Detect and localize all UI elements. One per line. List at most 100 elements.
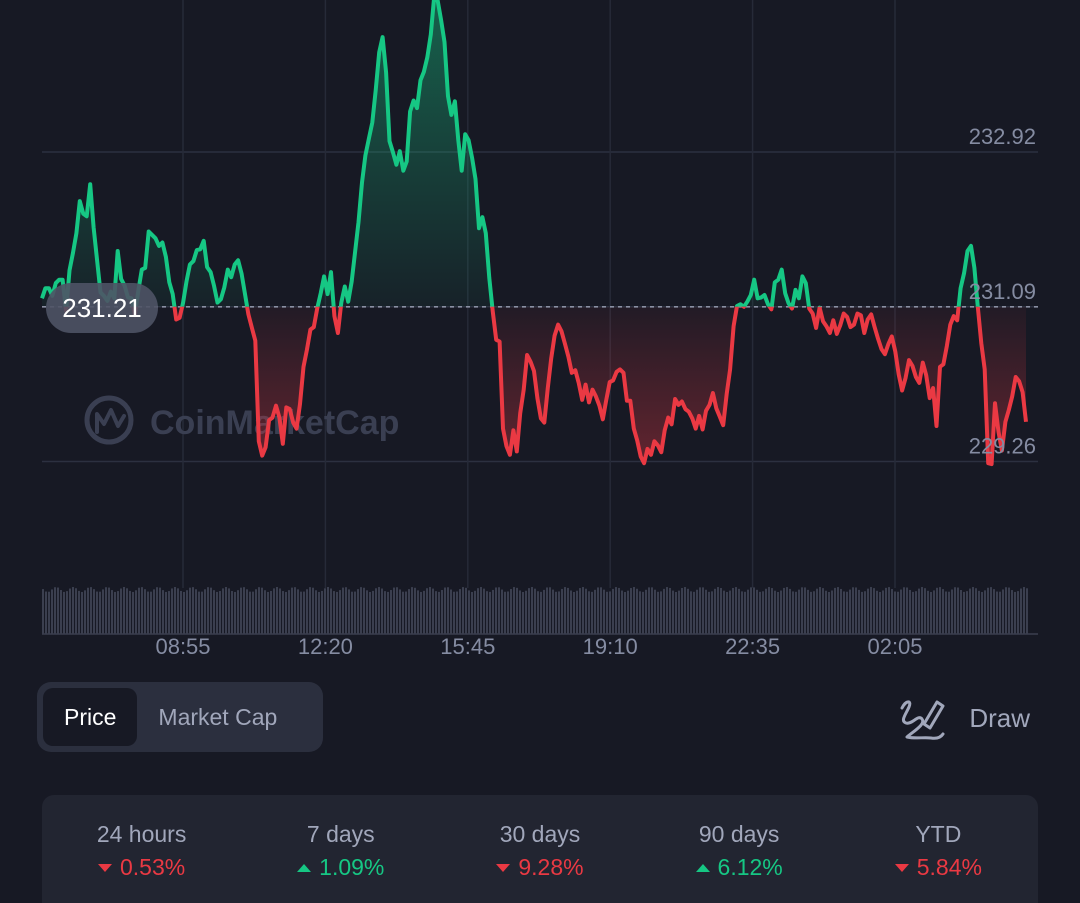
volume-bar xyxy=(939,587,941,634)
volume-bar xyxy=(366,590,368,634)
volume-bar xyxy=(720,588,722,634)
volume-bar xyxy=(486,591,488,634)
volume-bar xyxy=(285,591,287,634)
volume-bar xyxy=(138,587,140,634)
watermark: CoinMarketCap xyxy=(84,395,399,445)
tab-price[interactable]: Price xyxy=(43,688,138,746)
x-tick-label: 02:05 xyxy=(867,634,922,659)
current-price-pill: 231.21 xyxy=(46,283,158,333)
volume-bar xyxy=(216,591,218,634)
volume-bar xyxy=(744,591,746,634)
volume-bar xyxy=(687,588,689,634)
volume-bar xyxy=(981,591,983,634)
volume-bar xyxy=(342,587,344,634)
volume-bar xyxy=(189,587,191,634)
volume-bar xyxy=(966,591,968,634)
volume-bar xyxy=(594,589,596,634)
volume-bar xyxy=(717,587,719,634)
volume-bar xyxy=(243,587,245,634)
volume-bar xyxy=(807,589,809,634)
volume-bar xyxy=(702,587,704,634)
volume-bar xyxy=(267,591,269,634)
volume-bar xyxy=(555,591,557,634)
volume-bar xyxy=(708,591,710,634)
volume-bar xyxy=(195,589,197,634)
volume-bar xyxy=(732,587,734,634)
volume-bar xyxy=(960,589,962,634)
volume-bar xyxy=(609,591,611,634)
volume-bar xyxy=(279,588,281,634)
volume-bar xyxy=(204,589,206,634)
tab-market-cap[interactable]: Market Cap xyxy=(158,704,278,730)
area-fill-down xyxy=(65,306,1026,465)
perf-ytd: YTD 5.84% xyxy=(843,821,1033,881)
volume-bar xyxy=(804,587,806,634)
arrow-up-icon xyxy=(695,863,710,872)
volume-bar xyxy=(240,587,242,634)
x-tick-label: 08:55 xyxy=(155,634,210,659)
volume-bar xyxy=(78,590,80,634)
volume-bar xyxy=(105,587,107,634)
volume-bar xyxy=(294,587,296,634)
volume-bar xyxy=(96,591,98,634)
volume-bar xyxy=(345,587,347,634)
volume-bar xyxy=(1026,588,1028,634)
volume-bar xyxy=(1008,587,1010,634)
volume-bar xyxy=(522,591,524,634)
volume-bar xyxy=(531,587,533,634)
volume-bar xyxy=(510,588,512,634)
volume-bar xyxy=(834,587,836,634)
volume-bar xyxy=(975,588,977,634)
arrow-up-icon xyxy=(297,863,312,872)
volume-bar xyxy=(462,587,464,634)
volume-bar xyxy=(642,591,644,634)
volume-bar xyxy=(51,589,53,634)
perf-90-days: 90 days 6.12% xyxy=(644,821,834,881)
volume-bar xyxy=(168,591,170,634)
volume-bar xyxy=(288,590,290,634)
volume-bar xyxy=(174,587,176,634)
volume-bar xyxy=(453,591,455,634)
volume-bar xyxy=(459,589,461,634)
volume-bar xyxy=(615,587,617,634)
volume-bar xyxy=(660,591,662,634)
volume-bar xyxy=(276,587,278,634)
volume-bar xyxy=(519,590,521,634)
price-chart[interactable]: CoinMarketCap 232.92 231.09 229.26 08:55 12… xyxy=(0,0,1080,665)
draw-button[interactable]: Draw xyxy=(897,690,1030,746)
volume-bar xyxy=(264,590,266,634)
volume-bar xyxy=(129,590,131,634)
volume-bar xyxy=(252,591,254,634)
volume-bar xyxy=(867,588,869,634)
volume-bar xyxy=(726,591,728,634)
volume-bar xyxy=(630,588,632,634)
volume-bar xyxy=(669,587,671,634)
volume-bar xyxy=(201,591,203,634)
volume-bar xyxy=(993,589,995,634)
volume-bar xyxy=(1005,587,1007,634)
volume-bar xyxy=(480,587,482,634)
volume-bar xyxy=(54,587,56,634)
volume-bar xyxy=(621,590,623,634)
volume-bar xyxy=(600,587,602,634)
volume-bar xyxy=(561,588,563,634)
perf-value-text: 1.09% xyxy=(319,854,385,880)
perf-label: 90 days xyxy=(698,821,780,847)
volume-bar xyxy=(810,591,812,634)
volume-bar xyxy=(447,587,449,634)
volume-bar xyxy=(933,590,935,634)
volume-bar xyxy=(90,587,92,634)
volume-bar xyxy=(108,587,110,634)
volume-bar xyxy=(357,589,359,634)
volume-bar xyxy=(63,591,65,634)
volume-bar xyxy=(675,591,677,634)
volume-bar xyxy=(639,591,641,634)
volume-bar xyxy=(150,591,152,634)
volume-bar xyxy=(972,587,974,634)
volume-bar xyxy=(996,591,998,634)
volume-bar xyxy=(636,588,638,634)
volume-bar xyxy=(633,587,635,634)
volume-bar xyxy=(222,588,224,634)
arrow-down-icon xyxy=(97,863,112,872)
volume-bar xyxy=(114,591,116,634)
